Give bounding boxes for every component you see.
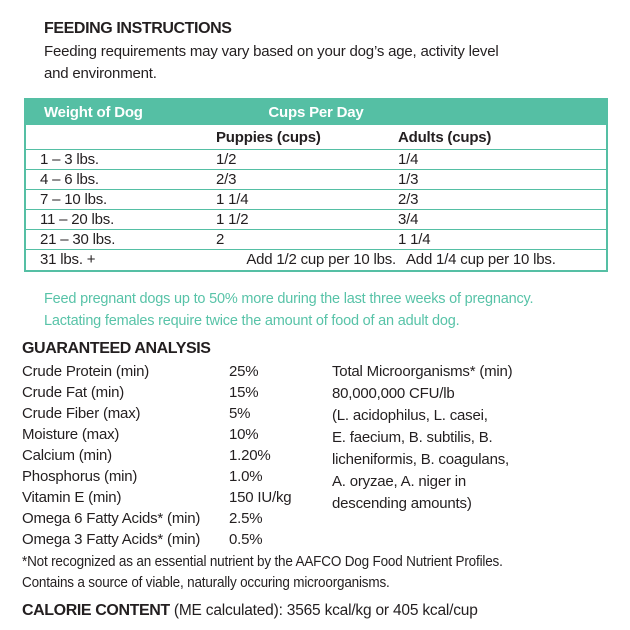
table-row: 7 – 10 lbs. 1 1/4 2/3 <box>26 190 606 210</box>
nutrient-value: 15% <box>229 384 259 401</box>
puppies-amount: 1 1/2 <box>216 211 249 228</box>
nutrient-row: Omega 6 Fatty Acids* (min) 2.5% <box>22 508 332 529</box>
footnote-line2: Contains a source of viable, naturally o… <box>22 574 390 591</box>
nutrient-label: Phosphorus (min) <box>22 468 138 485</box>
nutrient-label: Vitamin E (min) <box>22 489 122 506</box>
table-row: 11 – 20 lbs. 1 1/2 3/4 <box>26 210 606 230</box>
table-row: 21 – 30 lbs. 2 1 1/4 <box>26 230 606 250</box>
microorganisms-block: Total Microorganisms* (min) 80,000,000 C… <box>332 361 602 550</box>
nutrient-label: Crude Fiber (max) <box>22 405 141 422</box>
pregnancy-note: Feed pregnant dogs up to 50% more during… <box>44 288 630 332</box>
adults-amount: 3/4 <box>398 211 419 228</box>
nutrient-row: Vitamin E (min) 150 IU/kg <box>22 487 332 508</box>
nutrient-value: 0.5% <box>229 531 263 548</box>
nutrient-label: Crude Fat (min) <box>22 384 125 401</box>
nutrient-value: 1.20% <box>229 447 271 464</box>
pregnancy-note-line2: Lactating females require twice the amou… <box>44 313 460 329</box>
puppies-amount: 2/3 <box>216 171 237 188</box>
col-header-cups-per-day: Cups Per Day <box>268 104 364 121</box>
nutrient-value: 25% <box>229 363 259 380</box>
footnote-line1: *Not recognized as an essential nutrient… <box>22 553 503 570</box>
puppies-amount: 1/2 <box>216 151 237 168</box>
nutrient-row: Calcium (min) 1.20% <box>22 445 332 466</box>
nutrient-row: Moisture (max) 10% <box>22 424 332 445</box>
nutrient-label: Moisture (max) <box>22 426 120 443</box>
puppies-amount: 1 1/4 <box>216 191 249 208</box>
feeding-description-line1: Feeding requirements may vary based on y… <box>44 43 499 60</box>
table-row: 31 lbs. + Add 1/2 cup per 10 lbs. Add 1/… <box>26 250 606 270</box>
adults-amount: 1/3 <box>398 171 419 188</box>
calorie-content-section: CALORIE CONTENT (ME calculated): 3565 kc… <box>22 602 630 620</box>
feeding-instructions-title: FEEDING INSTRUCTIONS <box>44 20 232 37</box>
weight-range: 31 lbs. + <box>40 251 96 268</box>
microorganisms-line: descending amounts) <box>332 495 472 512</box>
microorganisms-line: 80,000,000 CFU/lb <box>332 385 455 402</box>
nutrient-value: 1.0% <box>229 468 263 485</box>
nutrient-label: Crude Protein (min) <box>22 363 150 380</box>
col-header-weight-of-dog: Weight of Dog <box>44 104 143 121</box>
feeding-description-line2: and environment. <box>44 65 157 82</box>
nutrient-row: Omega 3 Fatty Acids* (min) 0.5% <box>22 529 332 550</box>
table-row: 4 – 6 lbs. 2/3 1/3 <box>26 170 606 190</box>
nutrient-value: 150 IU/kg <box>229 489 292 506</box>
weight-range: 4 – 6 lbs. <box>40 171 99 188</box>
feeding-table-subheader-row: Puppies (cups) Adults (cups) <box>26 125 606 150</box>
nutrient-row: Crude Fiber (max) 5% <box>22 403 332 424</box>
puppies-amount: 2 <box>216 231 225 248</box>
nutrient-list: Crude Protein (min) 25% Crude Fat (min) … <box>22 361 332 550</box>
nutrient-label: Omega 3 Fatty Acids* (min) <box>22 531 201 548</box>
table-row: 1 – 3 lbs. 1/2 1/4 <box>26 150 606 170</box>
feeding-table: Weight of Dog Cups Per Day Puppies (cups… <box>24 98 608 272</box>
microorganisms-line: A. oryzae, A. niger in <box>332 473 467 490</box>
subheader-spacer <box>26 125 216 150</box>
weight-range: 1 – 3 lbs. <box>40 151 99 168</box>
nutrient-row: Crude Protein (min) 25% <box>22 361 332 382</box>
calorie-content-title: CALORIE CONTENT <box>22 602 170 619</box>
nutrient-label: Omega 6 Fatty Acids* (min) <box>22 510 201 527</box>
guaranteed-analysis-columns: Crude Protein (min) 25% Crude Fat (min) … <box>22 361 630 550</box>
adults-amount: Add 1/4 cup per 10 lbs. <box>406 251 556 268</box>
puppies-amount: Add 1/2 cup per 10 lbs. <box>246 251 396 268</box>
weight-range: 21 – 30 lbs. <box>40 231 116 248</box>
weight-range: 11 – 20 lbs. <box>40 211 115 228</box>
col-header-adults: Adults (cups) <box>398 129 492 146</box>
microorganisms-line: licheniformis, B. coagulans, <box>332 451 509 468</box>
nutrient-value: 10% <box>229 426 259 443</box>
adults-amount: 1/4 <box>398 151 419 168</box>
guaranteed-analysis-section: GUARANTEED ANALYSIS Crude Protein (min) … <box>22 339 630 550</box>
feeding-table-header-row: Weight of Dog Cups Per Day <box>26 100 606 125</box>
nutrient-row: Crude Fat (min) 15% <box>22 382 332 403</box>
nutrient-label: Calcium (min) <box>22 447 112 464</box>
adults-amount: 2/3 <box>398 191 419 208</box>
microorganisms-line: E. faecium, B. subtilis, B. <box>332 429 493 446</box>
guaranteed-analysis-title: GUARANTEED ANALYSIS <box>22 340 211 357</box>
pregnancy-note-line1: Feed pregnant dogs up to 50% more during… <box>44 291 534 307</box>
feeding-instructions-section: FEEDING INSTRUCTIONS Feeding requirement… <box>44 20 600 85</box>
weight-range: 7 – 10 lbs. <box>40 191 108 208</box>
microorganisms-line: Total Microorganisms* (min) <box>332 363 513 380</box>
microorganisms-line: (L. acidophilus, L. casei, <box>332 407 488 424</box>
nutrient-value: 5% <box>229 405 251 422</box>
adults-amount: 1 1/4 <box>398 231 431 248</box>
nutrient-value: 2.5% <box>229 510 263 527</box>
col-header-puppies: Puppies (cups) <box>216 129 321 146</box>
calorie-content-detail: (ME calculated): 3565 kcal/kg or 405 kca… <box>169 602 478 619</box>
nutrient-row: Phosphorus (min) 1.0% <box>22 466 332 487</box>
aafco-footnote: *Not recognized as an essential nutrient… <box>22 551 569 593</box>
